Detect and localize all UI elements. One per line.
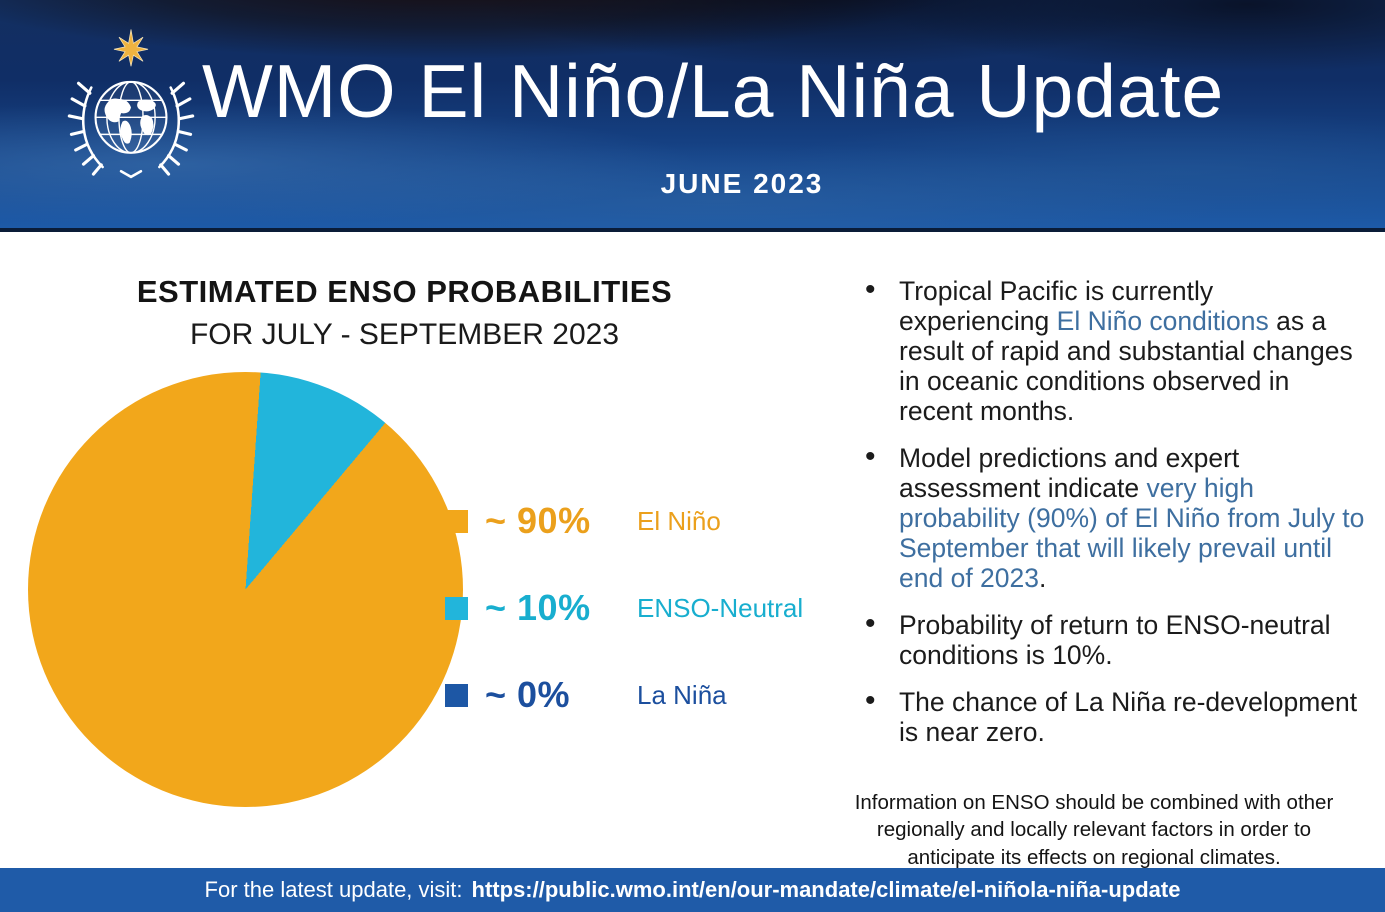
highlight-el-nino-conditions: El Niño conditions	[1056, 306, 1269, 336]
bullet-list: Tropical Pacific is currently experienci…	[865, 275, 1365, 747]
enso-neutral-label: ENSO-Neutral	[637, 592, 804, 623]
el-nino-swatch-icon	[445, 509, 468, 533]
la-nina-label: La Niña	[637, 679, 727, 710]
enso-pie-chart	[28, 372, 463, 807]
wmo-logo-icon	[67, 29, 195, 179]
logo-star-icon	[113, 29, 149, 67]
footer-bar: For the latest update, visit: https://pu…	[0, 868, 1385, 912]
enso-neutral-swatch-icon	[445, 596, 468, 620]
summary-section: Tropical Pacific is currently experienci…	[809, 274, 1385, 869]
logo-wreath-icon	[67, 81, 195, 179]
bullet-text: .	[1039, 563, 1047, 593]
enso-neutral-value: ~ 10%	[485, 587, 591, 628]
bullet-text: as a result of rapid and substantial cha…	[899, 306, 1353, 426]
chart-section: ESTIMATED ENSO PROBABILITIES FOR JULY - …	[0, 274, 809, 864]
bullet-item-la-nina: The chance of La Niña re-development is …	[865, 686, 1365, 747]
bullet-item-tropical-pacific: Tropical Pacific is currently experienci…	[865, 275, 1365, 426]
header-banner: WMO El Niño/La Niña Update JUNE 2023	[0, 0, 1385, 232]
main-content: ESTIMATED ENSO PROBABILITIES FOR JULY - …	[0, 232, 1385, 869]
bullet-item-enso-neutral: Probability of return to ENSO-neutral co…	[865, 609, 1365, 670]
el-nino-value: ~ 90%	[485, 500, 591, 541]
issue-date: JUNE 2023	[660, 168, 824, 199]
bullet-text: Model predictions and expert assessment …	[899, 443, 1240, 503]
chart-area: ~ 90% El Niño ~ 10% ENSO-Neutral ~ 0% La…	[0, 352, 809, 822]
bullet-text: The chance of La Niña re-development is …	[899, 687, 1358, 747]
bullet-text: Probability of return to ENSO-neutral co…	[899, 610, 1331, 670]
chart-legend: ~ 90% El Niño ~ 10% ENSO-Neutral ~ 0% La…	[445, 500, 803, 716]
el-nino-label: El Niño	[637, 505, 721, 536]
footer-text: For the latest update, visit:	[204, 877, 463, 902]
legend-row-el-nino: ~ 90% El Niño	[445, 500, 803, 542]
logo-continents	[104, 98, 156, 144]
disclaimer-note: Information on ENSO should be combined w…	[854, 791, 1334, 869]
bullet-text: Tropical Pacific is currently experienci…	[899, 276, 1214, 336]
logo-globe-icon	[94, 80, 168, 154]
bullet-item-model-predictions: Model predictions and expert assessment …	[865, 442, 1365, 593]
la-nina-value: ~ 0%	[485, 674, 571, 715]
chart-title: ESTIMATED ENSO PROBABILITIES	[136, 274, 673, 309]
footer-url-link[interactable]: https://public.wmo.int/en/our-mandate/cl…	[471, 877, 1181, 902]
chart-subtitle: FOR JULY - SEPTEMBER 2023	[189, 318, 620, 351]
legend-row-enso-neutral: ~ 10% ENSO-Neutral	[445, 587, 803, 629]
la-nina-swatch-icon	[445, 683, 468, 707]
highlight-probability: very high probability (90%) of El Niño f…	[899, 473, 1365, 593]
page-title: WMO El Niño/La Niña Update	[202, 49, 1225, 133]
legend-row-la-nina: ~ 0% La Niña	[445, 674, 803, 716]
